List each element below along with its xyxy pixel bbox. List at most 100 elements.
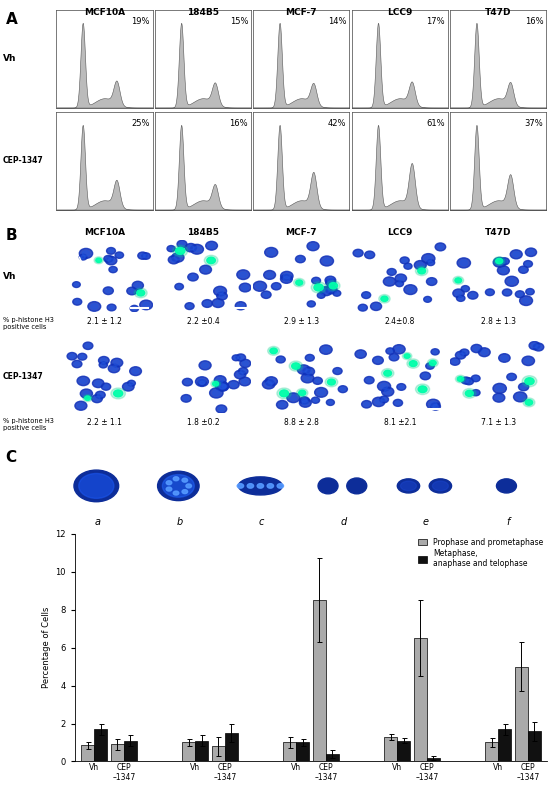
Circle shape [77, 376, 90, 385]
Circle shape [173, 491, 179, 495]
Circle shape [309, 302, 314, 305]
Circle shape [356, 251, 361, 255]
Circle shape [311, 282, 326, 293]
Circle shape [465, 378, 473, 385]
Circle shape [433, 350, 437, 353]
Circle shape [384, 389, 391, 394]
Circle shape [268, 379, 275, 384]
Circle shape [455, 278, 462, 283]
Circle shape [521, 385, 526, 389]
Circle shape [314, 284, 324, 291]
Circle shape [515, 290, 524, 298]
Circle shape [307, 356, 312, 360]
Circle shape [328, 287, 335, 292]
Bar [515, 666, 528, 761]
Circle shape [425, 256, 432, 261]
Circle shape [393, 400, 403, 407]
Circle shape [338, 385, 347, 392]
Circle shape [80, 389, 92, 398]
Circle shape [323, 258, 331, 264]
Circle shape [237, 270, 250, 279]
Text: A: A [6, 12, 17, 27]
Circle shape [83, 391, 90, 396]
Circle shape [395, 280, 404, 287]
Circle shape [237, 372, 243, 377]
Circle shape [257, 484, 264, 488]
Circle shape [280, 390, 289, 396]
Circle shape [132, 307, 137, 310]
Circle shape [239, 377, 251, 385]
Circle shape [166, 480, 172, 484]
Circle shape [115, 252, 123, 258]
Circle shape [422, 254, 435, 264]
Circle shape [130, 367, 142, 375]
Circle shape [265, 247, 278, 257]
Circle shape [533, 343, 544, 351]
Circle shape [313, 377, 322, 385]
Circle shape [111, 358, 123, 367]
Bar [225, 733, 238, 761]
Circle shape [371, 302, 382, 311]
Circle shape [291, 363, 300, 369]
Circle shape [301, 374, 314, 383]
Circle shape [453, 276, 463, 284]
Circle shape [167, 246, 175, 252]
Bar [427, 758, 440, 761]
Circle shape [132, 369, 139, 374]
Circle shape [67, 352, 77, 360]
Circle shape [299, 390, 306, 396]
Circle shape [461, 377, 471, 384]
Circle shape [521, 268, 526, 272]
Circle shape [205, 301, 210, 305]
Circle shape [103, 385, 108, 389]
Circle shape [393, 345, 405, 354]
Circle shape [415, 384, 430, 395]
Text: 42%: 42% [328, 119, 347, 128]
Circle shape [129, 289, 135, 293]
Circle shape [315, 379, 320, 383]
Text: MCF-7: MCF-7 [285, 8, 317, 16]
Circle shape [300, 396, 309, 404]
Text: 37%: 37% [525, 119, 544, 128]
Circle shape [313, 399, 318, 402]
Circle shape [215, 376, 226, 385]
Circle shape [462, 351, 467, 354]
Circle shape [217, 382, 228, 391]
Circle shape [493, 383, 507, 393]
Text: f: f [506, 517, 509, 528]
Circle shape [427, 359, 438, 367]
Circle shape [508, 279, 515, 284]
Circle shape [435, 243, 446, 251]
Circle shape [74, 362, 80, 366]
Text: 8.1 ±2.1: 8.1 ±2.1 [384, 418, 416, 426]
Circle shape [107, 247, 116, 254]
Text: 19%: 19% [131, 17, 150, 26]
Circle shape [386, 348, 394, 354]
Circle shape [452, 360, 458, 363]
Circle shape [495, 258, 503, 264]
Circle shape [101, 358, 107, 363]
Circle shape [513, 252, 519, 257]
Circle shape [361, 306, 366, 309]
Circle shape [496, 385, 503, 391]
Circle shape [280, 275, 293, 283]
Circle shape [96, 258, 102, 262]
Circle shape [458, 353, 463, 357]
Circle shape [461, 286, 469, 292]
Circle shape [184, 396, 189, 400]
Circle shape [473, 346, 479, 351]
Circle shape [327, 281, 340, 290]
Text: 16%: 16% [525, 17, 544, 26]
Circle shape [430, 360, 436, 366]
Circle shape [474, 391, 478, 394]
Circle shape [378, 382, 390, 391]
Circle shape [364, 294, 369, 297]
Circle shape [277, 484, 284, 488]
Circle shape [493, 257, 505, 265]
Circle shape [108, 258, 114, 263]
Circle shape [375, 400, 382, 404]
Circle shape [128, 380, 135, 386]
Circle shape [470, 293, 476, 298]
Circle shape [326, 285, 337, 294]
Circle shape [525, 248, 536, 257]
